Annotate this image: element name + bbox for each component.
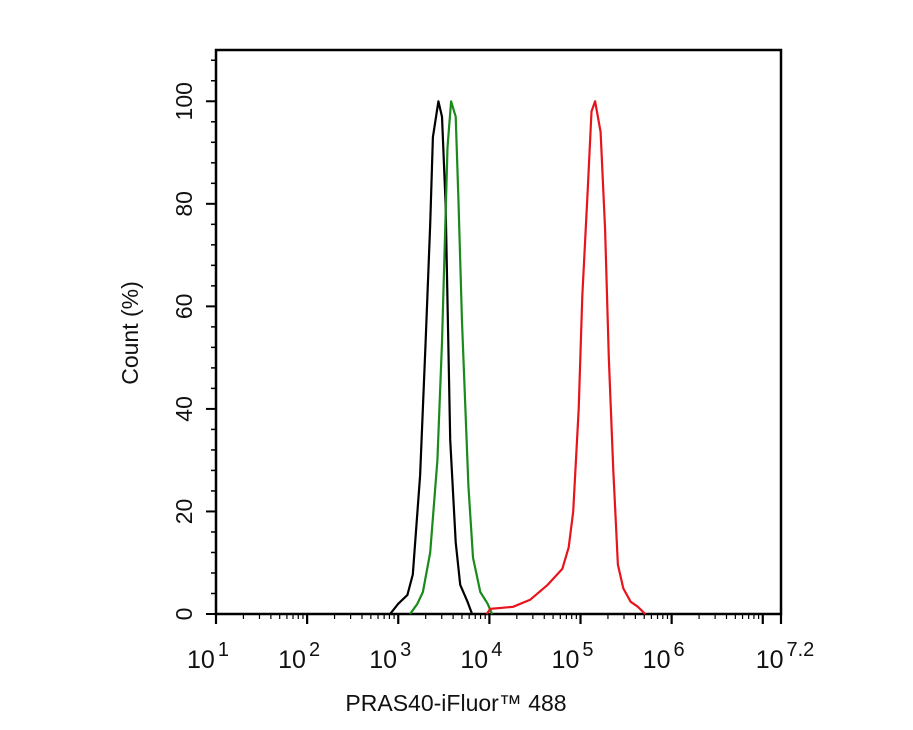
x-tick-label: 10 2 <box>278 639 320 674</box>
y-tick-label: 80 <box>171 191 197 217</box>
x-tick-label: 10 1 <box>187 639 229 674</box>
x-tick-exponent: 4 <box>491 639 502 661</box>
histogram-series-2 <box>409 100 494 615</box>
y-axis-label: Count (%) <box>117 281 143 385</box>
x-tick-label: 10 7.2 <box>756 639 815 674</box>
x-tick-base: 10 <box>187 646 215 674</box>
y-tick-label: 100 <box>171 82 197 120</box>
x-tick-base: 10 <box>756 646 784 674</box>
x-tick-base: 10 <box>552 646 580 674</box>
x-tick-label: 10 4 <box>460 639 502 674</box>
y-axis: 0 20 40 60 80 100 <box>171 59 216 621</box>
x-tick-label: 10 3 <box>369 639 411 674</box>
plot-series <box>389 100 646 615</box>
x-tick-exponent: 6 <box>673 639 684 661</box>
y-tick-label: 20 <box>171 499 197 525</box>
x-tick-base: 10 <box>369 646 397 674</box>
x-tick-label: 10 5 <box>552 639 594 674</box>
x-tick-exponent: 2 <box>309 639 320 661</box>
x-tick-exponent: 7.2 <box>787 639 815 661</box>
x-tick-exponent: 5 <box>582 639 593 661</box>
x-tick-base: 10 <box>643 646 671 674</box>
y-tick-label: 0 <box>171 608 197 621</box>
y-tick-label: 60 <box>171 294 197 320</box>
x-tick-base: 10 <box>460 646 488 674</box>
histogram-series-1 <box>389 100 474 615</box>
histogram-series-3 <box>485 100 646 615</box>
x-axis: 10 1 10 2 10 3 10 4 10 5 10 6 10 7.2 <box>187 614 814 674</box>
y-tick-label: 40 <box>171 396 197 422</box>
plot-frame <box>214 48 783 616</box>
x-tick-base: 10 <box>278 646 306 674</box>
x-tick-exponent: 3 <box>400 639 411 661</box>
x-axis-label: PRAS40-iFluor™ 488 <box>345 690 566 716</box>
x-tick-exponent: 1 <box>218 639 229 661</box>
x-tick-label: 10 6 <box>643 639 685 674</box>
